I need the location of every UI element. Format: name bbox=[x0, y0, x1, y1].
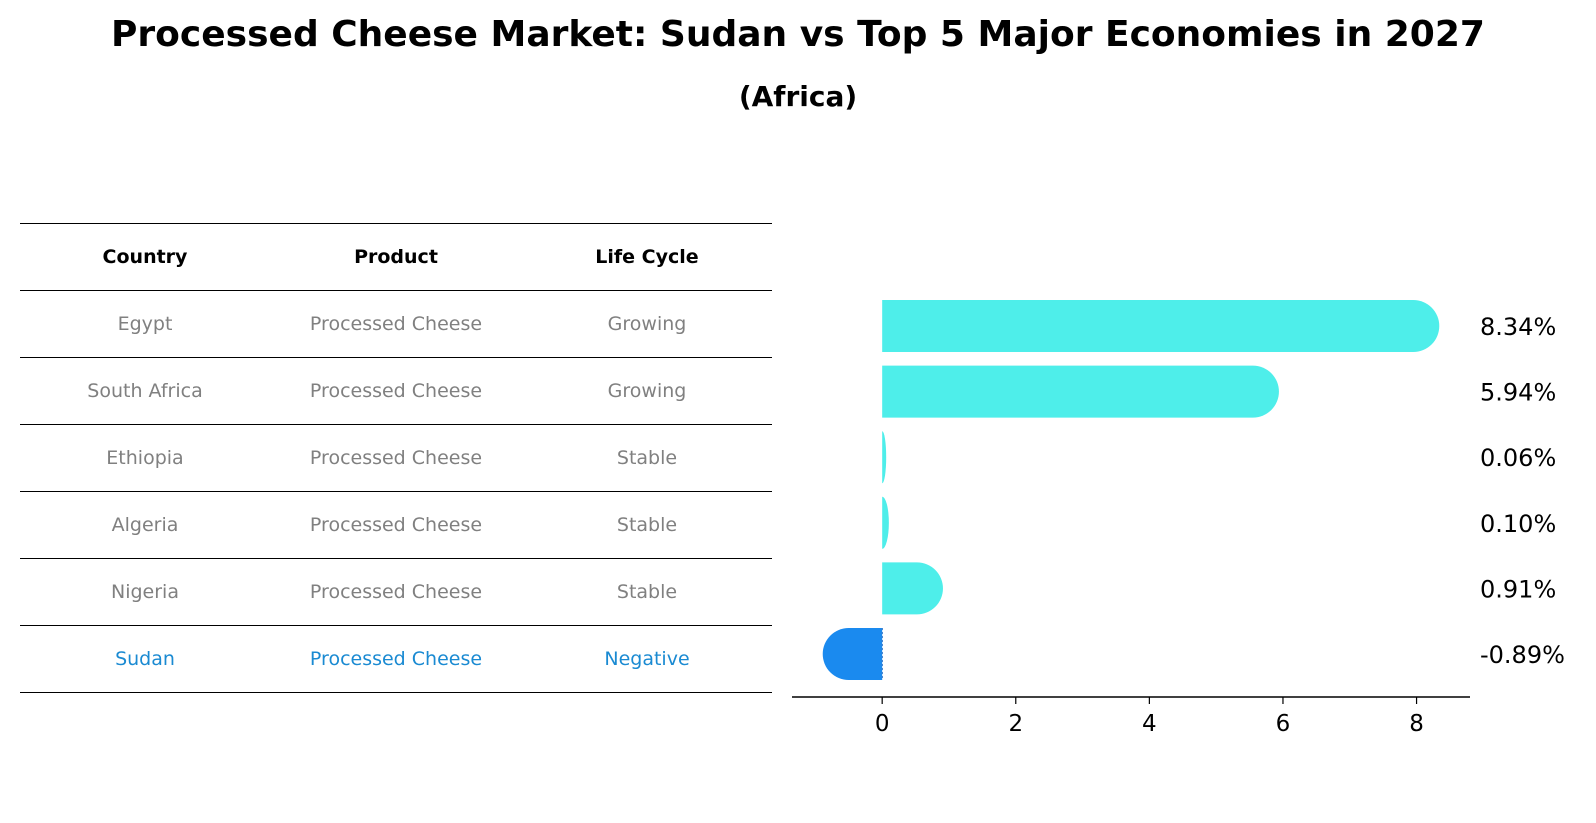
cell-product: Processed Cheese bbox=[309, 447, 483, 469]
bar-ethiopia bbox=[882, 431, 887, 484]
bar-egypt bbox=[882, 300, 1440, 352]
table-row: Algeria Processed Cheese Stable bbox=[20, 492, 772, 559]
cell-life-cycle: Stable bbox=[616, 514, 678, 536]
data-label: 8.34% bbox=[1480, 313, 1556, 341]
x-tick-label: 8 bbox=[1409, 711, 1424, 737]
cell-life-cycle: Stable bbox=[616, 447, 678, 469]
cell-country: Egypt bbox=[117, 313, 173, 335]
data-label: 0.06% bbox=[1480, 444, 1556, 472]
chart-title: Processed Cheese Market: Sudan vs Top 5 … bbox=[111, 14, 1485, 55]
cell-life-cycle: Negative bbox=[604, 648, 690, 670]
x-tick-label: 0 bbox=[875, 711, 890, 737]
table-row: Nigeria Processed Cheese Stable bbox=[20, 559, 772, 626]
cell-product: Processed Cheese bbox=[309, 380, 483, 402]
data-label: -0.89% bbox=[1480, 641, 1565, 669]
header-product: Product bbox=[354, 246, 438, 268]
cell-product: Processed Cheese bbox=[309, 313, 483, 335]
cell-product: Processed Cheese bbox=[309, 648, 483, 670]
x-tick-label: 2 bbox=[1008, 711, 1023, 737]
table-header-row: Country Product Life Cycle bbox=[20, 223, 772, 291]
header-country: Country bbox=[102, 246, 188, 268]
data-label: 0.91% bbox=[1480, 575, 1556, 603]
cell-country: South Africa bbox=[87, 380, 203, 402]
bar-algeria bbox=[882, 496, 889, 549]
table-row: South Africa Processed Cheese Growing bbox=[20, 358, 772, 425]
table-row: Egypt Processed Cheese Growing bbox=[20, 291, 772, 358]
bar-south-africa bbox=[882, 365, 1279, 418]
cell-life-cycle: Growing bbox=[607, 380, 687, 402]
x-tick-label: 6 bbox=[1276, 711, 1291, 737]
chart-subtitle: (Africa) bbox=[738, 80, 858, 113]
x-tick-label: 4 bbox=[1142, 711, 1157, 737]
cell-country: Algeria bbox=[111, 514, 179, 536]
cell-country: Sudan bbox=[115, 648, 175, 670]
data-label: 0.10% bbox=[1480, 510, 1556, 538]
bar-nigeria bbox=[882, 562, 943, 615]
cell-life-cycle: Growing bbox=[607, 313, 687, 335]
data-label: 5.94% bbox=[1480, 379, 1556, 407]
country-table: Country Product Life Cycle Egypt Process… bbox=[20, 223, 772, 693]
bar-sudan bbox=[822, 628, 883, 680]
cell-life-cycle: Stable bbox=[616, 581, 678, 603]
cell-product: Processed Cheese bbox=[309, 514, 483, 536]
header-life-cycle: Life Cycle bbox=[595, 246, 699, 268]
table-row: Ethiopia Processed Cheese Stable bbox=[20, 425, 772, 492]
cell-product: Processed Cheese bbox=[309, 581, 483, 603]
cell-country: Nigeria bbox=[111, 581, 179, 603]
table-row-highlight: Sudan Processed Cheese Negative bbox=[20, 626, 772, 693]
cell-country: Ethiopia bbox=[106, 447, 184, 469]
